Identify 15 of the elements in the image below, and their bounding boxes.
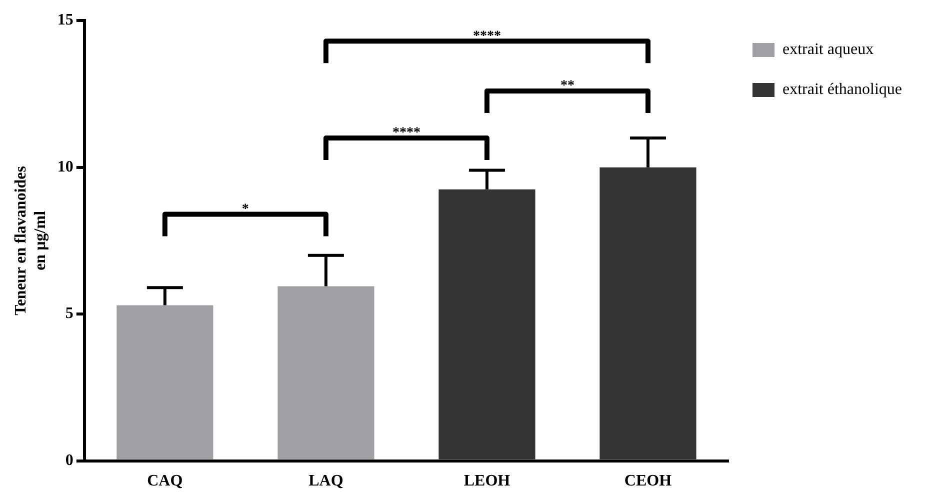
annotation: * <box>242 202 249 217</box>
x-tick-label: CEOH <box>624 472 672 490</box>
x-tick-label: LEOH <box>464 472 511 490</box>
annotation: **** <box>392 126 420 141</box>
legend-label: extrait aqueux <box>782 41 874 58</box>
y-tick-label: 0 <box>65 452 74 469</box>
annotation: **** <box>472 28 501 44</box>
annotation: ** <box>560 78 574 94</box>
legend-label: extrait éthanolique <box>782 81 902 98</box>
y-axis-title: Teneur en flavanoides en µg/ml <box>12 166 49 316</box>
y-tick-label: 10 <box>57 158 74 176</box>
y-tick-label: 15 <box>57 12 74 29</box>
x-tick-label: LAQ <box>308 472 344 490</box>
x-tick-label: CAQ <box>147 472 183 490</box>
y-tick-label: 5 <box>65 305 74 322</box>
